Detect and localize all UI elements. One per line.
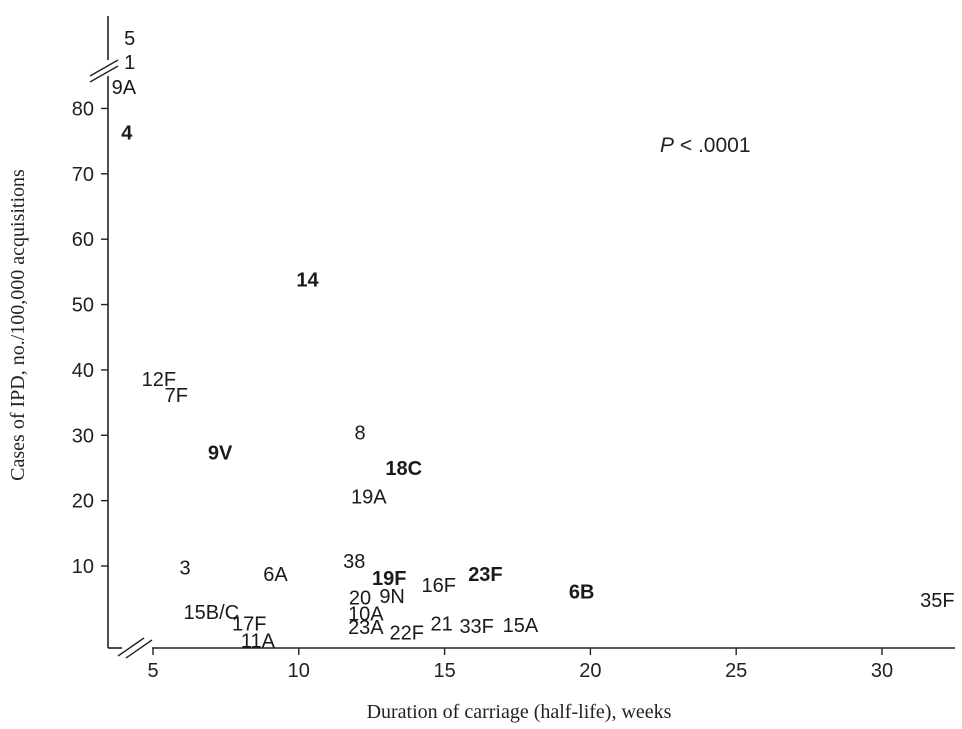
x-tick-label: 15 [433, 660, 455, 682]
data-point-label: 21 [431, 614, 453, 636]
axis-break-mark [117, 637, 145, 657]
data-point-label: 20 [349, 587, 371, 609]
x-tick-label: 10 [288, 660, 310, 682]
y-axis-title: Cases of IPD, no./100,000 acquisitions [7, 169, 29, 481]
axis-break-mark [89, 59, 119, 77]
p-value-text: < .0001 [674, 134, 750, 157]
data-point-label: 8 [354, 423, 365, 445]
data-point-label: 23A [348, 617, 384, 639]
x-tick-label: 5 [147, 660, 158, 682]
x-tick-label: 30 [871, 660, 893, 682]
data-point-label: 4 [121, 123, 133, 145]
data-point-label: 17F [232, 614, 266, 636]
data-point-label: 6B [569, 581, 595, 603]
data-point-label: 7F [165, 385, 188, 407]
data-point-label: 19F [372, 568, 406, 590]
data-point-label: 12F [142, 369, 176, 391]
y-tick-label: 80 [72, 98, 94, 120]
data-point-label: 19A [351, 487, 387, 509]
data-point-label: 15B/C [184, 602, 240, 624]
y-tick-label: 10 [72, 556, 94, 578]
data-point-label: 9A [112, 77, 137, 99]
y-tick-label: 60 [72, 229, 94, 251]
data-point-label: 1 [124, 52, 135, 74]
data-point-label: 5 [124, 28, 135, 50]
y-tick-label: 20 [72, 491, 94, 513]
p-value-annotation: P < .0001 [660, 134, 751, 157]
x-tick-label: 20 [579, 660, 601, 682]
data-point-label: 11A [241, 631, 276, 653]
data-point-label: 22F [389, 623, 423, 645]
data-point-label: 10A [348, 604, 384, 626]
axis-break-mark [89, 65, 119, 83]
data-point-label: 6A [263, 564, 288, 586]
p-value-symbol: P [660, 134, 674, 157]
x-axis-title: Duration of carriage (half-life), weeks [367, 701, 672, 723]
data-point-label: 9V [208, 442, 233, 464]
data-point-label: 3 [180, 557, 191, 579]
axis-break-mark [125, 639, 153, 659]
x-tick-label: 25 [725, 660, 747, 682]
y-tick-label: 30 [72, 425, 94, 447]
data-point-label: 14 [296, 270, 319, 292]
data-point-label: 15A [503, 615, 539, 637]
data-point-label: 38 [343, 551, 365, 573]
data-point-label: 23F [468, 564, 502, 586]
data-point-label: 9N [379, 586, 405, 608]
data-point-label: 33F [459, 616, 493, 638]
data-point-label: 35F [920, 590, 954, 612]
y-tick-label: 70 [72, 164, 94, 186]
data-point-label: 16F [422, 575, 456, 597]
y-tick-label: 50 [72, 295, 94, 317]
data-point-label: 18C [385, 458, 422, 480]
y-tick-label: 40 [72, 360, 94, 382]
